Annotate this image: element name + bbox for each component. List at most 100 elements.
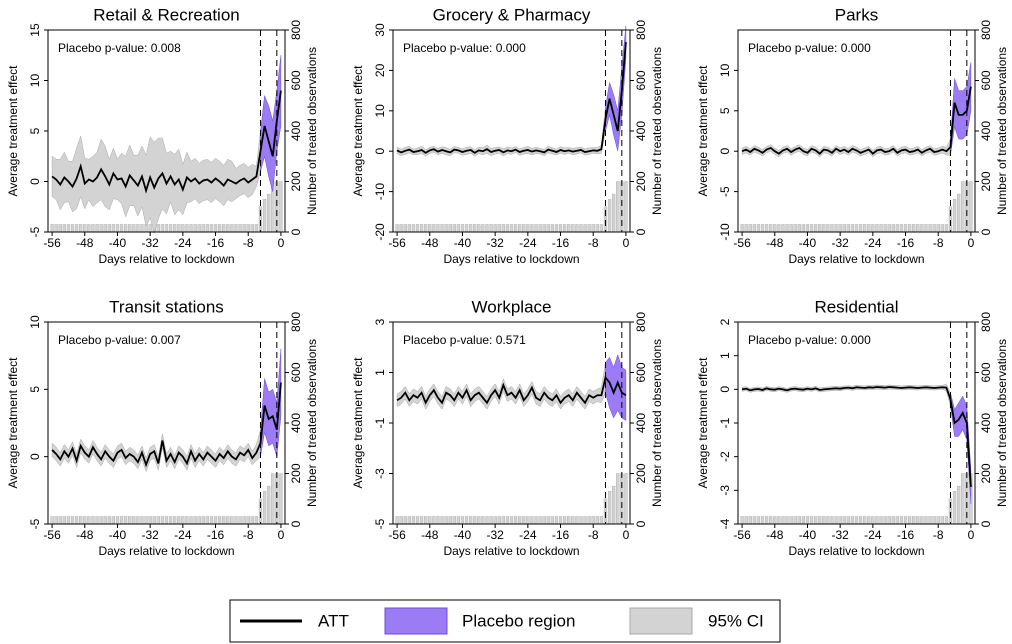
count-bar xyxy=(740,224,744,233)
x-axis-label: Days relative to lockdown xyxy=(443,544,579,558)
y2-tick-label: 200 xyxy=(634,171,648,191)
count-bar xyxy=(748,516,752,525)
count-bar xyxy=(432,516,436,525)
y-tick-label: 5 xyxy=(718,107,732,114)
ci-band xyxy=(396,362,606,410)
count-bar xyxy=(936,516,940,525)
count-bar xyxy=(534,224,538,233)
count-bar xyxy=(740,516,744,525)
count-bar xyxy=(493,224,497,233)
count-bar xyxy=(234,516,238,525)
count-bar xyxy=(124,224,128,233)
annotation: Placebo p-value: 0.000 xyxy=(403,41,526,55)
y2-tick-label: 0 xyxy=(979,520,993,527)
count-bar xyxy=(769,516,773,525)
count-bar xyxy=(756,516,761,525)
count-bar xyxy=(473,516,477,525)
x-tick-label: -8 xyxy=(243,528,254,542)
count-bar xyxy=(99,224,103,233)
count-bar xyxy=(58,516,62,525)
count-bar xyxy=(436,516,440,525)
count-bar xyxy=(509,516,514,525)
count-bar xyxy=(181,516,185,525)
count-bar xyxy=(493,516,497,525)
count-bar xyxy=(222,224,226,233)
count-bar xyxy=(424,516,428,525)
count-bar xyxy=(571,516,575,525)
count-bar xyxy=(522,224,526,233)
y2-tick-label: 0 xyxy=(289,228,303,235)
y-tick-label: 0 xyxy=(718,148,732,155)
count-bar xyxy=(246,224,250,233)
count-bar xyxy=(863,516,867,525)
count-bar xyxy=(74,224,79,233)
count-bar xyxy=(152,516,156,525)
count-bar xyxy=(538,516,542,525)
count-bar xyxy=(119,224,124,233)
count-bar xyxy=(891,516,895,525)
count-bar xyxy=(607,490,612,525)
count-bar xyxy=(279,473,283,525)
legend-label: Placebo region xyxy=(462,611,575,630)
count-bar xyxy=(181,224,185,233)
y-tick-label: -2 xyxy=(718,451,732,462)
count-bar xyxy=(70,224,75,233)
y2-tick-label: 200 xyxy=(289,463,303,483)
y-axis-label: Average treatment effect xyxy=(6,65,20,197)
x-tick-label: 0 xyxy=(623,236,630,250)
y-tick-label: 15 xyxy=(28,23,42,37)
y-tick-label: -5 xyxy=(373,518,387,529)
count-bar xyxy=(148,516,152,525)
count-bar xyxy=(448,224,452,233)
count-bar xyxy=(238,224,242,233)
x-tick-label: -40 xyxy=(454,528,472,542)
count-bar xyxy=(111,224,116,233)
y-tick-label: -1 xyxy=(373,417,387,428)
y-tick-label: 10 xyxy=(718,63,732,77)
y2-axis-label: Number of treated observations xyxy=(305,47,319,215)
count-bar xyxy=(801,224,806,233)
count-bar xyxy=(156,516,160,525)
count-bar xyxy=(246,516,250,525)
count-bar xyxy=(928,516,932,525)
x-tick-label: -16 xyxy=(552,528,570,542)
count-bar xyxy=(485,516,489,525)
y2-tick-label: 0 xyxy=(289,520,303,527)
annotation: Placebo p-value: 0.000 xyxy=(748,41,871,55)
count-bar xyxy=(854,224,859,233)
count-bar xyxy=(267,193,271,233)
count-bar xyxy=(103,224,107,233)
ci-band xyxy=(396,106,606,157)
count-bar xyxy=(924,516,928,525)
count-bar xyxy=(444,224,448,233)
y-axis-label: Average treatment effect xyxy=(351,65,365,197)
count-bar xyxy=(177,516,181,525)
count-bar xyxy=(579,224,583,233)
x-tick-label: -24 xyxy=(174,236,192,250)
x-tick-label: -8 xyxy=(588,528,599,542)
count-bar xyxy=(238,516,242,525)
y2-tick-label: 200 xyxy=(634,463,648,483)
count-bar xyxy=(612,193,616,233)
count-bar xyxy=(542,516,546,525)
count-bar xyxy=(924,224,928,233)
count-bar xyxy=(399,224,403,233)
chart-title: Retail & Recreation xyxy=(93,5,239,24)
count-bar xyxy=(115,516,120,525)
y-tick-label: -10 xyxy=(373,183,387,201)
count-bar xyxy=(567,224,571,233)
count-bar xyxy=(436,224,440,233)
count-bar xyxy=(891,224,895,233)
count-bar xyxy=(591,516,595,525)
x-tick-label: -32 xyxy=(486,528,504,542)
count-bar xyxy=(781,516,785,525)
y2-tick-label: 600 xyxy=(634,362,648,382)
count-bar xyxy=(822,516,826,525)
count-bar xyxy=(456,516,461,525)
count-bar xyxy=(189,224,193,233)
count-bar xyxy=(952,198,957,233)
count-bar xyxy=(562,224,567,233)
count-bar xyxy=(526,516,530,525)
count-bar xyxy=(530,516,534,525)
y2-tick-label: 800 xyxy=(289,20,303,40)
